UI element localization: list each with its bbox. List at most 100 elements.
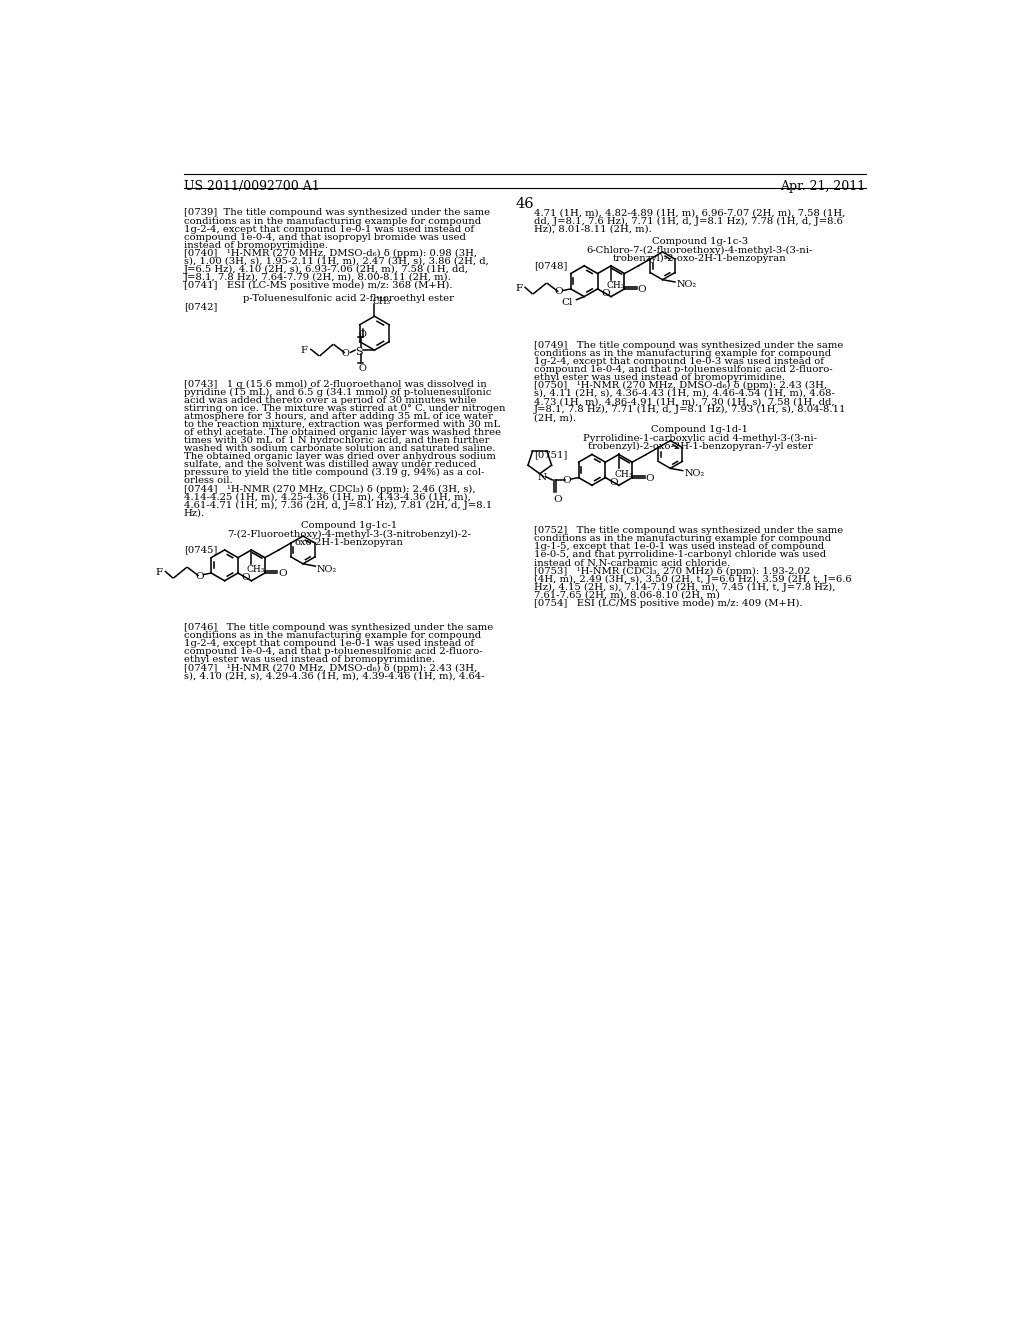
Text: O: O bbox=[358, 364, 366, 374]
Text: pyridine (15 mL), and 6.5 g (34.1 mmol) of p-toluenesulfonic: pyridine (15 mL), and 6.5 g (34.1 mmol) … bbox=[183, 388, 492, 396]
Text: sulfate, and the solvent was distilled away under reduced: sulfate, and the solvent was distilled a… bbox=[183, 461, 476, 469]
Text: 4.14-4.25 (1H, m), 4.25-4.36 (1H, m), 4.43-4.36 (1H, m),: 4.14-4.25 (1H, m), 4.25-4.36 (1H, m), 4.… bbox=[183, 492, 471, 502]
Text: O: O bbox=[562, 477, 570, 484]
Text: The obtained organic layer was dried over anhydrous sodium: The obtained organic layer was dried ove… bbox=[183, 453, 496, 461]
Text: O: O bbox=[279, 569, 287, 578]
Text: CH₃: CH₃ bbox=[247, 565, 265, 574]
Text: O: O bbox=[358, 330, 366, 339]
Text: s), 4.11 (2H, s), 4.36-4.43 (1H, m), 4.46-4.54 (1H, m), 4.68-: s), 4.11 (2H, s), 4.36-4.43 (1H, m), 4.4… bbox=[535, 389, 835, 399]
Text: (4H, m), 2.49 (3H, s), 3.50 (2H, t, J=6.6 Hz), 3.59 (2H, t, J=6.6: (4H, m), 2.49 (3H, s), 3.50 (2H, t, J=6.… bbox=[535, 574, 852, 583]
Text: to the reaction mixture, extraction was performed with 30 mL: to the reaction mixture, extraction was … bbox=[183, 420, 500, 429]
Text: J=8.1, 7.8 Hz), 7.71 (1H, d, J=8.1 Hz), 7.93 (1H, s), 8.04-8.11: J=8.1, 7.8 Hz), 7.71 (1H, d, J=8.1 Hz), … bbox=[535, 405, 847, 414]
Text: trobenzyl)-2-oxo-2H-1-benzopyran-7-yl ester: trobenzyl)-2-oxo-2H-1-benzopyran-7-yl es… bbox=[588, 442, 812, 451]
Text: [0754]   ESI (LC/MS positive mode) m/z: 409 (M+H).: [0754] ESI (LC/MS positive mode) m/z: 40… bbox=[535, 599, 803, 609]
Text: NO₂: NO₂ bbox=[684, 469, 705, 478]
Text: CH₃: CH₃ bbox=[372, 297, 390, 306]
Text: 46: 46 bbox=[515, 197, 535, 211]
Text: 1e-0-5, and that pyrrolidine-1-carbonyl chloride was used: 1e-0-5, and that pyrrolidine-1-carbonyl … bbox=[535, 550, 826, 560]
Text: 6-Chloro-7-(2-fluoroethoxy)-4-methyl-3-(3-ni-: 6-Chloro-7-(2-fluoroethoxy)-4-methyl-3-(… bbox=[587, 246, 813, 255]
Text: J=8.1, 7.8 Hz), 7.64-7.79 (2H, m), 8.00-8.11 (2H, m).: J=8.1, 7.8 Hz), 7.64-7.79 (2H, m), 8.00-… bbox=[183, 273, 452, 282]
Text: conditions as in the manufacturing example for compound: conditions as in the manufacturing examp… bbox=[535, 535, 831, 543]
Text: [0750]   ¹H-NMR (270 MHz, DMSO-d₆) δ (ppm): 2.43 (3H,: [0750] ¹H-NMR (270 MHz, DMSO-d₆) δ (ppm)… bbox=[535, 381, 827, 389]
Text: 1g-1-5, except that 1e-0-1 was used instead of compound: 1g-1-5, except that 1e-0-1 was used inst… bbox=[535, 543, 824, 552]
Text: oxo-2H-1-benzopyran: oxo-2H-1-benzopyran bbox=[295, 537, 403, 546]
Text: [0752]   The title compound was synthesized under the same: [0752] The title compound was synthesize… bbox=[535, 527, 844, 535]
Text: [0749]   The title compound was synthesized under the same: [0749] The title compound was synthesize… bbox=[535, 341, 844, 350]
Text: 7-(2-Fluoroethoxy)-4-methyl-3-(3-nitrobenzyl)-2-: 7-(2-Fluoroethoxy)-4-methyl-3-(3-nitrobe… bbox=[227, 529, 471, 539]
Text: O: O bbox=[638, 285, 646, 294]
Text: [0744]   ¹H-NMR (270 MHz, CDCl₃) δ (ppm): 2.46 (3H, s),: [0744] ¹H-NMR (270 MHz, CDCl₃) δ (ppm): … bbox=[183, 484, 475, 494]
Text: O: O bbox=[645, 474, 654, 483]
Text: US 2011/0092700 A1: US 2011/0092700 A1 bbox=[183, 180, 319, 193]
Text: [0742]: [0742] bbox=[183, 302, 217, 312]
Text: F: F bbox=[156, 569, 163, 577]
Text: O: O bbox=[609, 478, 617, 487]
Text: Compound 1g-1c-3: Compound 1g-1c-3 bbox=[652, 236, 748, 246]
Text: Cl: Cl bbox=[561, 298, 572, 308]
Text: conditions as in the manufacturing example for compound: conditions as in the manufacturing examp… bbox=[535, 348, 831, 358]
Text: 4.61-4.71 (1H, m), 7.36 (2H, d, J=8.1 Hz), 7.81 (2H, d, J=8.1: 4.61-4.71 (1H, m), 7.36 (2H, d, J=8.1 Hz… bbox=[183, 500, 493, 510]
Text: O: O bbox=[195, 572, 204, 581]
Text: dd, J=8.1, 7.6 Hz), 7.71 (1H, d, J=8.1 Hz), 7.78 (1H, d, J=8.6: dd, J=8.1, 7.6 Hz), 7.71 (1H, d, J=8.1 H… bbox=[535, 216, 843, 226]
Text: trobenzyl)-2-oxo-2H-1-benzopyran: trobenzyl)-2-oxo-2H-1-benzopyran bbox=[613, 253, 786, 263]
Text: conditions as in the manufacturing example for compound: conditions as in the manufacturing examp… bbox=[183, 631, 481, 640]
Text: F: F bbox=[515, 284, 522, 293]
Text: NO₂: NO₂ bbox=[677, 280, 696, 289]
Text: [0751]: [0751] bbox=[535, 450, 567, 459]
Text: 4.73 (1H, m), 4.86-4.91 (1H, m), 7.30 (1H, s), 7.58 (1H, dd,: 4.73 (1H, m), 4.86-4.91 (1H, m), 7.30 (1… bbox=[535, 397, 835, 407]
Text: Compound 1g-1c-1: Compound 1g-1c-1 bbox=[301, 520, 397, 529]
Text: orless oil.: orless oil. bbox=[183, 477, 232, 486]
Text: 1g-2-4, except that compound 1e-0-1 was used instead of: 1g-2-4, except that compound 1e-0-1 was … bbox=[183, 639, 474, 648]
Text: CH₃: CH₃ bbox=[606, 281, 625, 290]
Text: O: O bbox=[341, 350, 349, 358]
Text: Compound 1g-1d-1: Compound 1g-1d-1 bbox=[651, 425, 749, 434]
Text: s), 4.10 (2H, s), 4.29-4.36 (1H, m), 4.39-4.46 (1H, m), 4.64-: s), 4.10 (2H, s), 4.29-4.36 (1H, m), 4.3… bbox=[183, 672, 484, 681]
Text: 4.71 (1H, m), 4.82-4.89 (1H, m), 6.96-7.07 (2H, m), 7.58 (1H,: 4.71 (1H, m), 4.82-4.89 (1H, m), 6.96-7.… bbox=[535, 209, 846, 218]
Text: [0746]   The title compound was synthesized under the same: [0746] The title compound was synthesize… bbox=[183, 623, 493, 632]
Text: stirring on ice. The mixture was stirred at 0° C. under nitrogen: stirring on ice. The mixture was stirred… bbox=[183, 404, 505, 413]
Text: Hz), 8.01-8.11 (2H, m).: Hz), 8.01-8.11 (2H, m). bbox=[535, 224, 652, 234]
Text: ethyl ester was used instead of bromopyrimidine.: ethyl ester was used instead of bromopyr… bbox=[183, 656, 435, 664]
Text: [0748]: [0748] bbox=[535, 261, 567, 271]
Text: NO₂: NO₂ bbox=[317, 565, 337, 574]
Text: Hz).: Hz). bbox=[183, 508, 205, 517]
Text: ethyl ester was used instead of bromopyrimidine.: ethyl ester was used instead of bromopyr… bbox=[535, 372, 785, 381]
Text: p-Toluenesulfonic acid 2-fluoroethyl ester: p-Toluenesulfonic acid 2-fluoroethyl est… bbox=[244, 294, 455, 302]
Text: Apr. 21, 2011: Apr. 21, 2011 bbox=[780, 180, 866, 193]
Text: (2H, m).: (2H, m). bbox=[535, 413, 577, 422]
Text: O: O bbox=[242, 573, 250, 582]
Text: pressure to yield the title compound (3.19 g, 94%) as a col-: pressure to yield the title compound (3.… bbox=[183, 469, 484, 478]
Text: N: N bbox=[538, 473, 547, 482]
Text: conditions as in the manufacturing example for compound: conditions as in the manufacturing examp… bbox=[183, 216, 481, 226]
Text: O: O bbox=[555, 288, 563, 297]
Text: [0747]   ¹H-NMR (270 MHz, DMSO-d₆) δ (ppm): 2.43 (3H,: [0747] ¹H-NMR (270 MHz, DMSO-d₆) δ (ppm)… bbox=[183, 664, 477, 673]
Text: s), 1.00 (3H, s), 1.95-2.11 (1H, m), 2.47 (3H, s), 3.86 (2H, d,: s), 1.00 (3H, s), 1.95-2.11 (1H, m), 2.4… bbox=[183, 257, 488, 265]
Text: washed with sodium carbonate solution and saturated saline.: washed with sodium carbonate solution an… bbox=[183, 444, 496, 453]
Text: times with 30 mL of 1 N hydrochloric acid, and then further: times with 30 mL of 1 N hydrochloric aci… bbox=[183, 436, 489, 445]
Text: 1g-2-4, except that compound 1e-0-1 was used instead of: 1g-2-4, except that compound 1e-0-1 was … bbox=[183, 224, 474, 234]
Text: O: O bbox=[601, 289, 610, 298]
Text: compound 1e-0-4, and that p-toluenesulfonic acid 2-fluoro-: compound 1e-0-4, and that p-toluenesulfo… bbox=[535, 364, 833, 374]
Text: Pyrrolidine-1-carboxylic acid 4-methyl-3-(3-ni-: Pyrrolidine-1-carboxylic acid 4-methyl-3… bbox=[583, 434, 817, 444]
Text: J=6.5 Hz), 4.10 (2H, s), 6.93-7.06 (2H, m), 7.58 (1H, dd,: J=6.5 Hz), 4.10 (2H, s), 6.93-7.06 (2H, … bbox=[183, 265, 469, 275]
Text: Hz), 4.15 (2H, s), 7.14-7.19 (2H, m), 7.45 (1H, t, J=7.8 Hz),: Hz), 4.15 (2H, s), 7.14-7.19 (2H, m), 7.… bbox=[535, 582, 836, 591]
Text: [0743]   1 g (15.6 mmol) of 2-fluoroethanol was dissolved in: [0743] 1 g (15.6 mmol) of 2-fluoroethano… bbox=[183, 379, 486, 388]
Text: 7.61-7.65 (2H, m), 8.06-8.10 (2H, m): 7.61-7.65 (2H, m), 8.06-8.10 (2H, m) bbox=[535, 591, 720, 599]
Text: [0745]: [0745] bbox=[183, 545, 217, 554]
Text: CH₃: CH₃ bbox=[614, 470, 633, 479]
Text: F: F bbox=[300, 346, 307, 355]
Text: instead of bromopyrimidine.: instead of bromopyrimidine. bbox=[183, 240, 328, 249]
Text: acid was added thereto over a period of 30 minutes while: acid was added thereto over a period of … bbox=[183, 396, 476, 404]
Text: S: S bbox=[355, 347, 362, 356]
Text: [0753]   ¹H-NMR (CDCl₃, 270 MHz) δ (ppm): 1.93-2.02: [0753] ¹H-NMR (CDCl₃, 270 MHz) δ (ppm): … bbox=[535, 566, 810, 576]
Text: [0739]  The title compound was synthesized under the same: [0739] The title compound was synthesize… bbox=[183, 209, 489, 218]
Text: atmosphere for 3 hours, and after adding 35 mL of ice water: atmosphere for 3 hours, and after adding… bbox=[183, 412, 493, 421]
Text: compound 1e-0-4, and that isopropyl bromide was used: compound 1e-0-4, and that isopropyl brom… bbox=[183, 232, 466, 242]
Text: compound 1e-0-4, and that p-toluenesulfonic acid 2-fluoro-: compound 1e-0-4, and that p-toluenesulfo… bbox=[183, 647, 482, 656]
Text: O: O bbox=[553, 495, 561, 503]
Text: instead of N,N-carbamic acid chloride.: instead of N,N-carbamic acid chloride. bbox=[535, 558, 730, 568]
Text: 1g-2-4, except that compound 1e-0-3 was used instead of: 1g-2-4, except that compound 1e-0-3 was … bbox=[535, 356, 824, 366]
Text: [0741]   ESI (LC-MS positive mode) m/z: 368 (M+H).: [0741] ESI (LC-MS positive mode) m/z: 36… bbox=[183, 281, 453, 290]
Text: [0740]   ¹H-NMR (270 MHz, DMSO-d₆) δ (ppm): 0.98 (3H,: [0740] ¹H-NMR (270 MHz, DMSO-d₆) δ (ppm)… bbox=[183, 249, 477, 257]
Text: of ethyl acetate. The obtained organic layer was washed three: of ethyl acetate. The obtained organic l… bbox=[183, 428, 501, 437]
